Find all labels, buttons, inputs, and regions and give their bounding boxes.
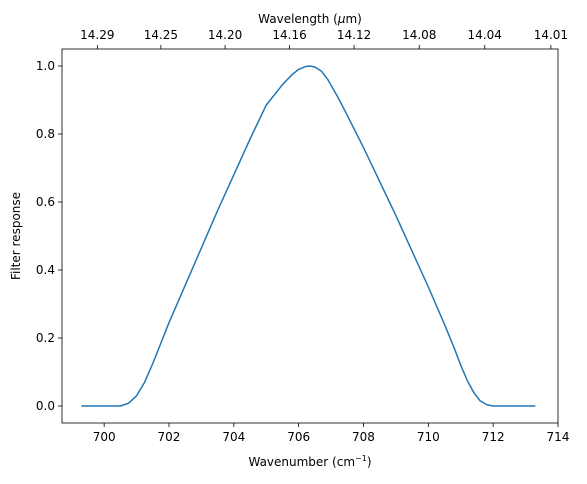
y-tick-label: 0.0: [36, 399, 55, 413]
top-axis-ticks: 14.29 14.25 14.20 14.16 14.12 14.08 14.04 14.01: [80, 28, 568, 49]
plot-area: [62, 49, 558, 423]
top-axis-label: Wavelength (μm): [258, 12, 362, 26]
y-tick-label: 0.8: [36, 127, 55, 141]
top-tick-label: 14.04: [468, 28, 502, 42]
y-tick-label: 1.0: [36, 59, 55, 73]
top-tick-label: 14.25: [144, 28, 178, 42]
y-axis-ticks: 0.0 0.2 0.4 0.6 0.8 1.0: [36, 59, 62, 413]
x-tick-label: 700: [93, 430, 116, 444]
top-tick-label: 14.29: [80, 28, 114, 42]
x-tick-label: 704: [222, 430, 245, 444]
y-axis-label: Filter response: [9, 192, 23, 280]
top-tick-label: 14.08: [402, 28, 436, 42]
x-tick-label: 706: [287, 430, 310, 444]
y-tick-label: 0.6: [36, 195, 55, 209]
y-tick-label: 0.4: [36, 263, 55, 277]
top-tick-label: 14.12: [337, 28, 371, 42]
top-tick-label: 14.01: [534, 28, 568, 42]
plot-frame: [61, 48, 559, 424]
x-axis-label: Wavenumber (cm−1): [248, 454, 371, 469]
y-tick-label: 0.2: [36, 331, 55, 345]
x-tick-label: 710: [417, 430, 440, 444]
x-tick-label: 702: [158, 430, 181, 444]
x-tick-label: 714: [547, 430, 570, 444]
x-tick-label: 708: [352, 430, 375, 444]
filter-response-line: [81, 65, 536, 407]
x-tick-label: 712: [482, 430, 505, 444]
top-tick-label: 14.16: [272, 28, 306, 42]
x-axis-ticks: 700 702 704 706 708 710 712 714: [93, 423, 570, 444]
top-tick-label: 14.20: [208, 28, 242, 42]
